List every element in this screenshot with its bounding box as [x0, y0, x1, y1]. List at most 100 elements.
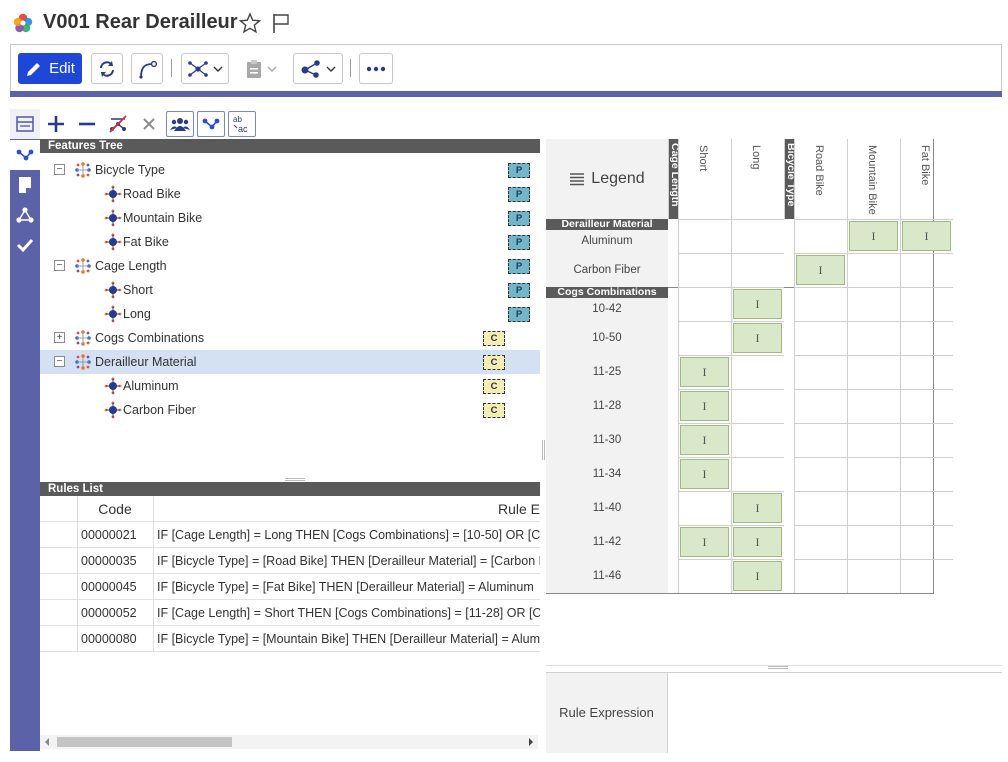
tree-node[interactable]: − Cage Length P [40, 254, 540, 278]
matrix-cell[interactable]: I [847, 219, 900, 253]
add-feature-button[interactable] [42, 111, 70, 137]
matrix-cell[interactable] [678, 253, 731, 287]
matrix-cell[interactable]: I [731, 321, 784, 355]
matrix-cell[interactable] [731, 457, 784, 491]
matrix-column-header[interactable]: Mountain Bike [847, 139, 900, 219]
matrix-cell[interactable] [794, 287, 847, 321]
matrix-cell[interactable] [900, 491, 953, 525]
rule-row[interactable]: 00000021 IF [Cage Length] = Long THEN [Co… [40, 522, 540, 548]
vertical-splitter-handle[interactable] [542, 440, 545, 460]
rule-row[interactable]: 00000052 IF [Cage Length] = Short THEN [C… [40, 600, 540, 626]
matrix-row-header[interactable]: 10-50 [546, 321, 668, 355]
remove-relation-button[interactable] [104, 111, 132, 137]
matrix-row-header[interactable]: 11-30 [546, 423, 668, 457]
matrix-cell[interactable]: I [731, 525, 784, 559]
matrix-cell[interactable]: I [900, 219, 953, 253]
expand-icon[interactable]: + [54, 332, 65, 343]
collapse-icon[interactable]: − [54, 356, 65, 367]
matrix-cell[interactable] [794, 457, 847, 491]
matrix-cell[interactable] [847, 253, 900, 287]
tree-node[interactable]: Mountain Bike P [40, 206, 540, 230]
matrix-row-header[interactable]: Aluminum [546, 230, 668, 253]
matrix-cell[interactable] [731, 423, 784, 457]
matrix-cell[interactable] [900, 525, 953, 559]
column-header-code[interactable]: Code [98, 501, 132, 517]
matrix-cell[interactable]: I [678, 389, 731, 423]
matrix-cell[interactable] [900, 389, 953, 423]
matrix-cell[interactable] [731, 355, 784, 389]
matrix-cell[interactable] [847, 525, 900, 559]
matrix-cell[interactable] [678, 287, 731, 321]
matrix-cell[interactable] [794, 321, 847, 355]
rules-horizontal-scrollbar[interactable] [40, 735, 538, 749]
tree-node[interactable]: Carbon Fiber C [40, 398, 540, 422]
legend-button[interactable]: Legend [546, 139, 668, 219]
favorite-star-icon[interactable] [239, 12, 261, 34]
matrix-row-header[interactable]: 11-42 [546, 525, 668, 559]
rail-item-features[interactable] [10, 140, 40, 170]
matrix-cell[interactable] [847, 559, 900, 593]
matrix-cell[interactable] [847, 321, 900, 355]
scrollbar-thumb[interactable] [57, 737, 232, 747]
matrix-column-header[interactable]: Long [731, 139, 784, 219]
matrix-row-header[interactable]: 10-42 [546, 298, 668, 321]
network-dropdown-button[interactable] [181, 53, 229, 84]
flag-icon[interactable] [271, 12, 291, 34]
matrix-cell[interactable] [900, 253, 953, 287]
matrix-cell[interactable] [900, 321, 953, 355]
horizontal-splitter-handle[interactable] [285, 478, 305, 481]
matrix-cell[interactable]: I [678, 355, 731, 389]
matrix-column-header[interactable]: Fat Bike [900, 139, 953, 219]
rail-item-structure[interactable] [10, 200, 40, 230]
collapse-icon[interactable]: − [54, 164, 65, 175]
matrix-row-header[interactable]: Carbon Fiber [546, 253, 668, 287]
more-options-button[interactable] [359, 53, 393, 84]
share-dropdown-button[interactable] [293, 53, 343, 84]
matrix-cell[interactable] [847, 287, 900, 321]
group-view-button[interactable] [166, 111, 194, 137]
matrix-cell[interactable] [678, 219, 731, 253]
tree-node[interactable]: − Derailleur Material C [40, 350, 540, 374]
matrix-column-header[interactable]: Short [678, 139, 731, 219]
matrix-cell[interactable] [794, 423, 847, 457]
matrix-cell[interactable] [794, 355, 847, 389]
rename-button[interactable]: ab ac [228, 111, 256, 137]
matrix-row-header[interactable]: 11-28 [546, 389, 668, 423]
matrix-cell[interactable] [847, 423, 900, 457]
matrix-cell[interactable] [900, 423, 953, 457]
matrix-cell[interactable]: I [731, 491, 784, 525]
tree-node[interactable]: + Cogs Combinations C [40, 326, 540, 350]
tree-node[interactable]: − Bicycle Type P [40, 158, 540, 182]
clipboard-dropdown-button[interactable] [237, 53, 285, 84]
tree-node[interactable]: Fat Bike P [40, 230, 540, 254]
matrix-cell[interactable] [847, 389, 900, 423]
matrix-cell[interactable] [900, 355, 953, 389]
matrix-cell[interactable]: I [731, 559, 784, 593]
remove-feature-button[interactable] [73, 111, 101, 137]
matrix-cell[interactable] [900, 457, 953, 491]
network-view-button[interactable] [197, 111, 225, 137]
matrix-cell[interactable] [900, 559, 953, 593]
matrix-splitter-handle[interactable] [768, 666, 788, 669]
matrix-cell[interactable] [847, 355, 900, 389]
matrix-row-header[interactable]: 11-40 [546, 491, 668, 525]
edit-button[interactable]: Edit [18, 53, 82, 84]
scroll-right-icon[interactable] [528, 738, 534, 746]
rule-row[interactable]: 00000080 IF [Bicycle Type] = [Mountain Bi… [40, 626, 540, 652]
tree-node[interactable]: Aluminum C [40, 374, 540, 398]
matrix-cell[interactable] [847, 457, 900, 491]
rule-row[interactable]: 00000045 IF [Bicycle Type] = [Fat Bike] T… [40, 574, 540, 600]
matrix-cell[interactable] [731, 389, 784, 423]
matrix-cell[interactable]: I [794, 253, 847, 287]
matrix-row-header[interactable]: 11-25 [546, 355, 668, 389]
matrix-cell[interactable] [794, 491, 847, 525]
path-tool-button[interactable] [131, 53, 163, 84]
delete-button[interactable] [135, 111, 163, 137]
rail-item-notes[interactable] [10, 170, 40, 200]
tree-node[interactable]: Long P [40, 302, 540, 326]
matrix-cell[interactable] [847, 491, 900, 525]
rail-item-validate[interactable] [10, 230, 40, 260]
matrix-row-header[interactable]: 11-46 [546, 559, 668, 593]
matrix-cell[interactable] [794, 525, 847, 559]
matrix-cell[interactable]: I [678, 423, 731, 457]
